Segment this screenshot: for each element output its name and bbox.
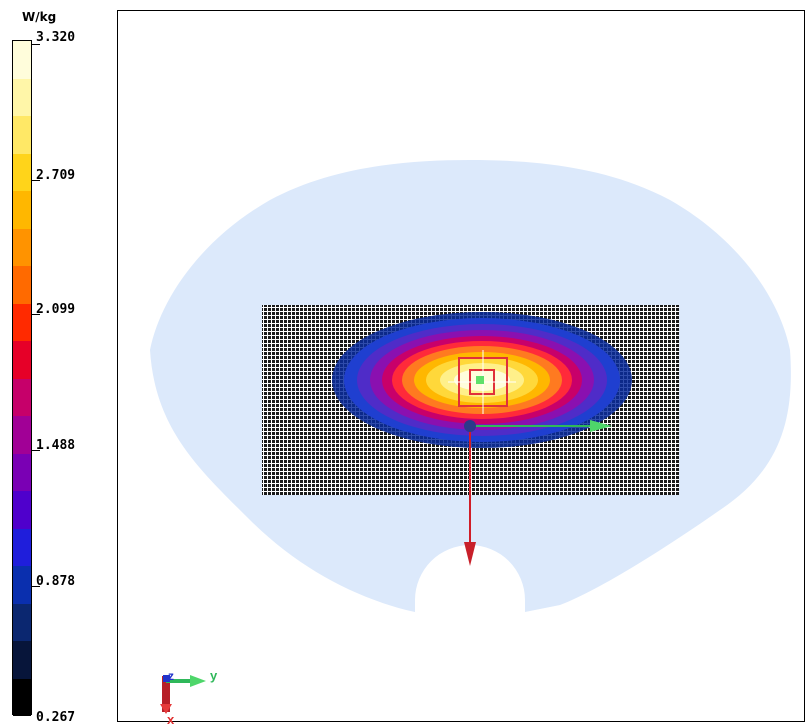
unit-label: W/kg (22, 10, 57, 24)
colorbar-segment (13, 153, 31, 191)
colorbar-segment (13, 341, 31, 379)
colorbar-segment (13, 453, 31, 491)
colorbar-segment (13, 303, 31, 341)
scan-viewport (117, 10, 805, 722)
colorbar-segment (13, 641, 31, 679)
axis-y-label: y (210, 668, 218, 683)
axis-x-label: x (167, 712, 175, 727)
colorbar-segment (13, 566, 31, 604)
sar-hotspot (332, 312, 632, 448)
colorbar-segment (13, 191, 31, 229)
peak-marker (476, 376, 484, 384)
colorbar (12, 40, 32, 716)
colorbar-segment (13, 416, 31, 454)
colorbar-segment (13, 116, 31, 154)
colorbar-segment (13, 603, 31, 641)
colorbar-segment (13, 678, 31, 716)
colorbar-segment (13, 228, 31, 266)
colorbar-segment (13, 78, 31, 116)
orientation-triad (160, 675, 206, 714)
scan-coordinate-axes (464, 420, 612, 566)
axis-z-label: z (168, 669, 174, 683)
colorbar-segment (13, 528, 31, 566)
colorbar-segment (13, 41, 31, 79)
colorbar-segment (13, 491, 31, 529)
colorbar-segment (13, 266, 31, 304)
colorbar-segment (13, 378, 31, 416)
